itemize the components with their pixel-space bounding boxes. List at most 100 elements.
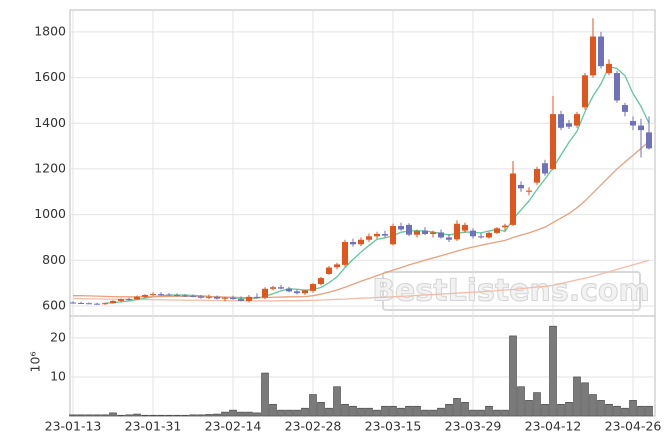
candle-body — [238, 299, 244, 301]
volume-bar — [77, 414, 85, 417]
candle-body — [462, 224, 468, 231]
volume-bar — [573, 376, 581, 417]
volume-bar — [349, 405, 357, 417]
x-tick-label: 23-04-12 — [525, 419, 582, 434]
candle-body — [598, 36, 604, 67]
volume-bar — [565, 402, 573, 417]
candle-body — [286, 288, 292, 292]
volume-bar — [69, 414, 77, 417]
y-tick-label: 1200 — [34, 160, 66, 175]
volume-bar — [117, 414, 125, 417]
volume-bar — [253, 412, 261, 417]
volume-bar — [293, 409, 301, 417]
volume-bar — [325, 407, 333, 417]
candle-body — [206, 296, 212, 298]
volume-bar — [285, 409, 293, 417]
volume-bar — [301, 407, 309, 417]
candle-body — [414, 231, 420, 235]
candle-body — [358, 239, 364, 245]
candle-body — [454, 223, 460, 240]
volume-bar — [341, 403, 349, 417]
candle-body — [534, 168, 540, 183]
volume-bar — [205, 414, 213, 417]
y-tick-label: 1600 — [34, 69, 66, 84]
candle-body — [166, 294, 172, 296]
x-tick-label: 23-02-28 — [285, 419, 342, 434]
candle-body — [486, 232, 492, 238]
volume-bar — [621, 407, 629, 417]
volume-bar — [189, 414, 197, 417]
candle-body — [198, 296, 204, 298]
x-tick-label: 23-02-14 — [205, 419, 262, 434]
candle-body — [102, 303, 108, 305]
volume-bar — [373, 409, 381, 417]
candle-body — [478, 236, 484, 238]
candle-body — [606, 63, 612, 74]
moving-average-line — [73, 141, 650, 299]
candle-body — [110, 300, 116, 304]
candle-body — [182, 295, 188, 297]
candle-body — [230, 297, 236, 300]
candle-body — [550, 114, 556, 169]
volume-bar — [221, 411, 229, 417]
candle-body — [174, 294, 180, 296]
candle-body — [494, 228, 500, 233]
candle-body — [470, 230, 476, 237]
y-tick-label: 20 — [50, 329, 66, 344]
y-tick-label: 1400 — [34, 115, 66, 130]
volume-bar — [645, 405, 653, 417]
candle-body — [542, 163, 548, 174]
volume-axis-label: 10⁶ — [28, 352, 43, 373]
volume-bar — [181, 414, 189, 417]
watermark: BestListens.com — [372, 271, 650, 311]
volume-bar — [173, 414, 181, 417]
candle-body — [310, 284, 316, 291]
candle-body — [270, 287, 276, 289]
volume-bar — [557, 403, 565, 417]
volume-bar — [245, 411, 253, 417]
candle-body — [246, 296, 252, 301]
candle-body — [590, 36, 596, 76]
candle-body — [446, 237, 452, 240]
candle-body — [118, 299, 124, 301]
volume-bar — [421, 409, 429, 417]
volume-bar — [213, 413, 221, 417]
candle-body — [158, 294, 164, 296]
candle-body — [350, 242, 356, 245]
volume-bar — [493, 409, 501, 417]
volume-bar — [141, 414, 149, 417]
candle-body — [134, 296, 140, 300]
candle-body — [214, 296, 220, 299]
volume-bar — [549, 325, 557, 417]
volume-bar — [229, 409, 237, 417]
moving-average-line — [73, 259, 650, 302]
candle-body — [78, 302, 84, 304]
candle-body — [150, 294, 156, 296]
candle-body — [398, 226, 404, 230]
volume-bar — [437, 407, 445, 417]
candle-body — [326, 267, 332, 274]
candle-body — [382, 234, 388, 236]
candle-body — [190, 295, 196, 297]
volume-bar — [309, 394, 317, 417]
volume-bar — [469, 409, 477, 417]
candle-body — [574, 114, 580, 126]
candle-body — [142, 294, 148, 297]
candle-body — [406, 224, 412, 235]
candle-body — [126, 299, 132, 301]
moving-average-line — [104, 65, 650, 304]
y-tick-label: 800 — [42, 252, 66, 267]
candle-body — [278, 287, 284, 289]
volume-bar — [629, 400, 637, 417]
volume-bar — [389, 405, 397, 417]
watermark-text: BestListens.com — [372, 274, 650, 309]
candle-body — [614, 73, 620, 101]
candle-body — [422, 230, 428, 235]
volume-bar — [317, 402, 325, 417]
candle-body — [390, 226, 396, 245]
candle-body — [302, 290, 308, 294]
x-tick-label: 23-03-29 — [445, 419, 502, 434]
volume-bar — [461, 402, 469, 417]
